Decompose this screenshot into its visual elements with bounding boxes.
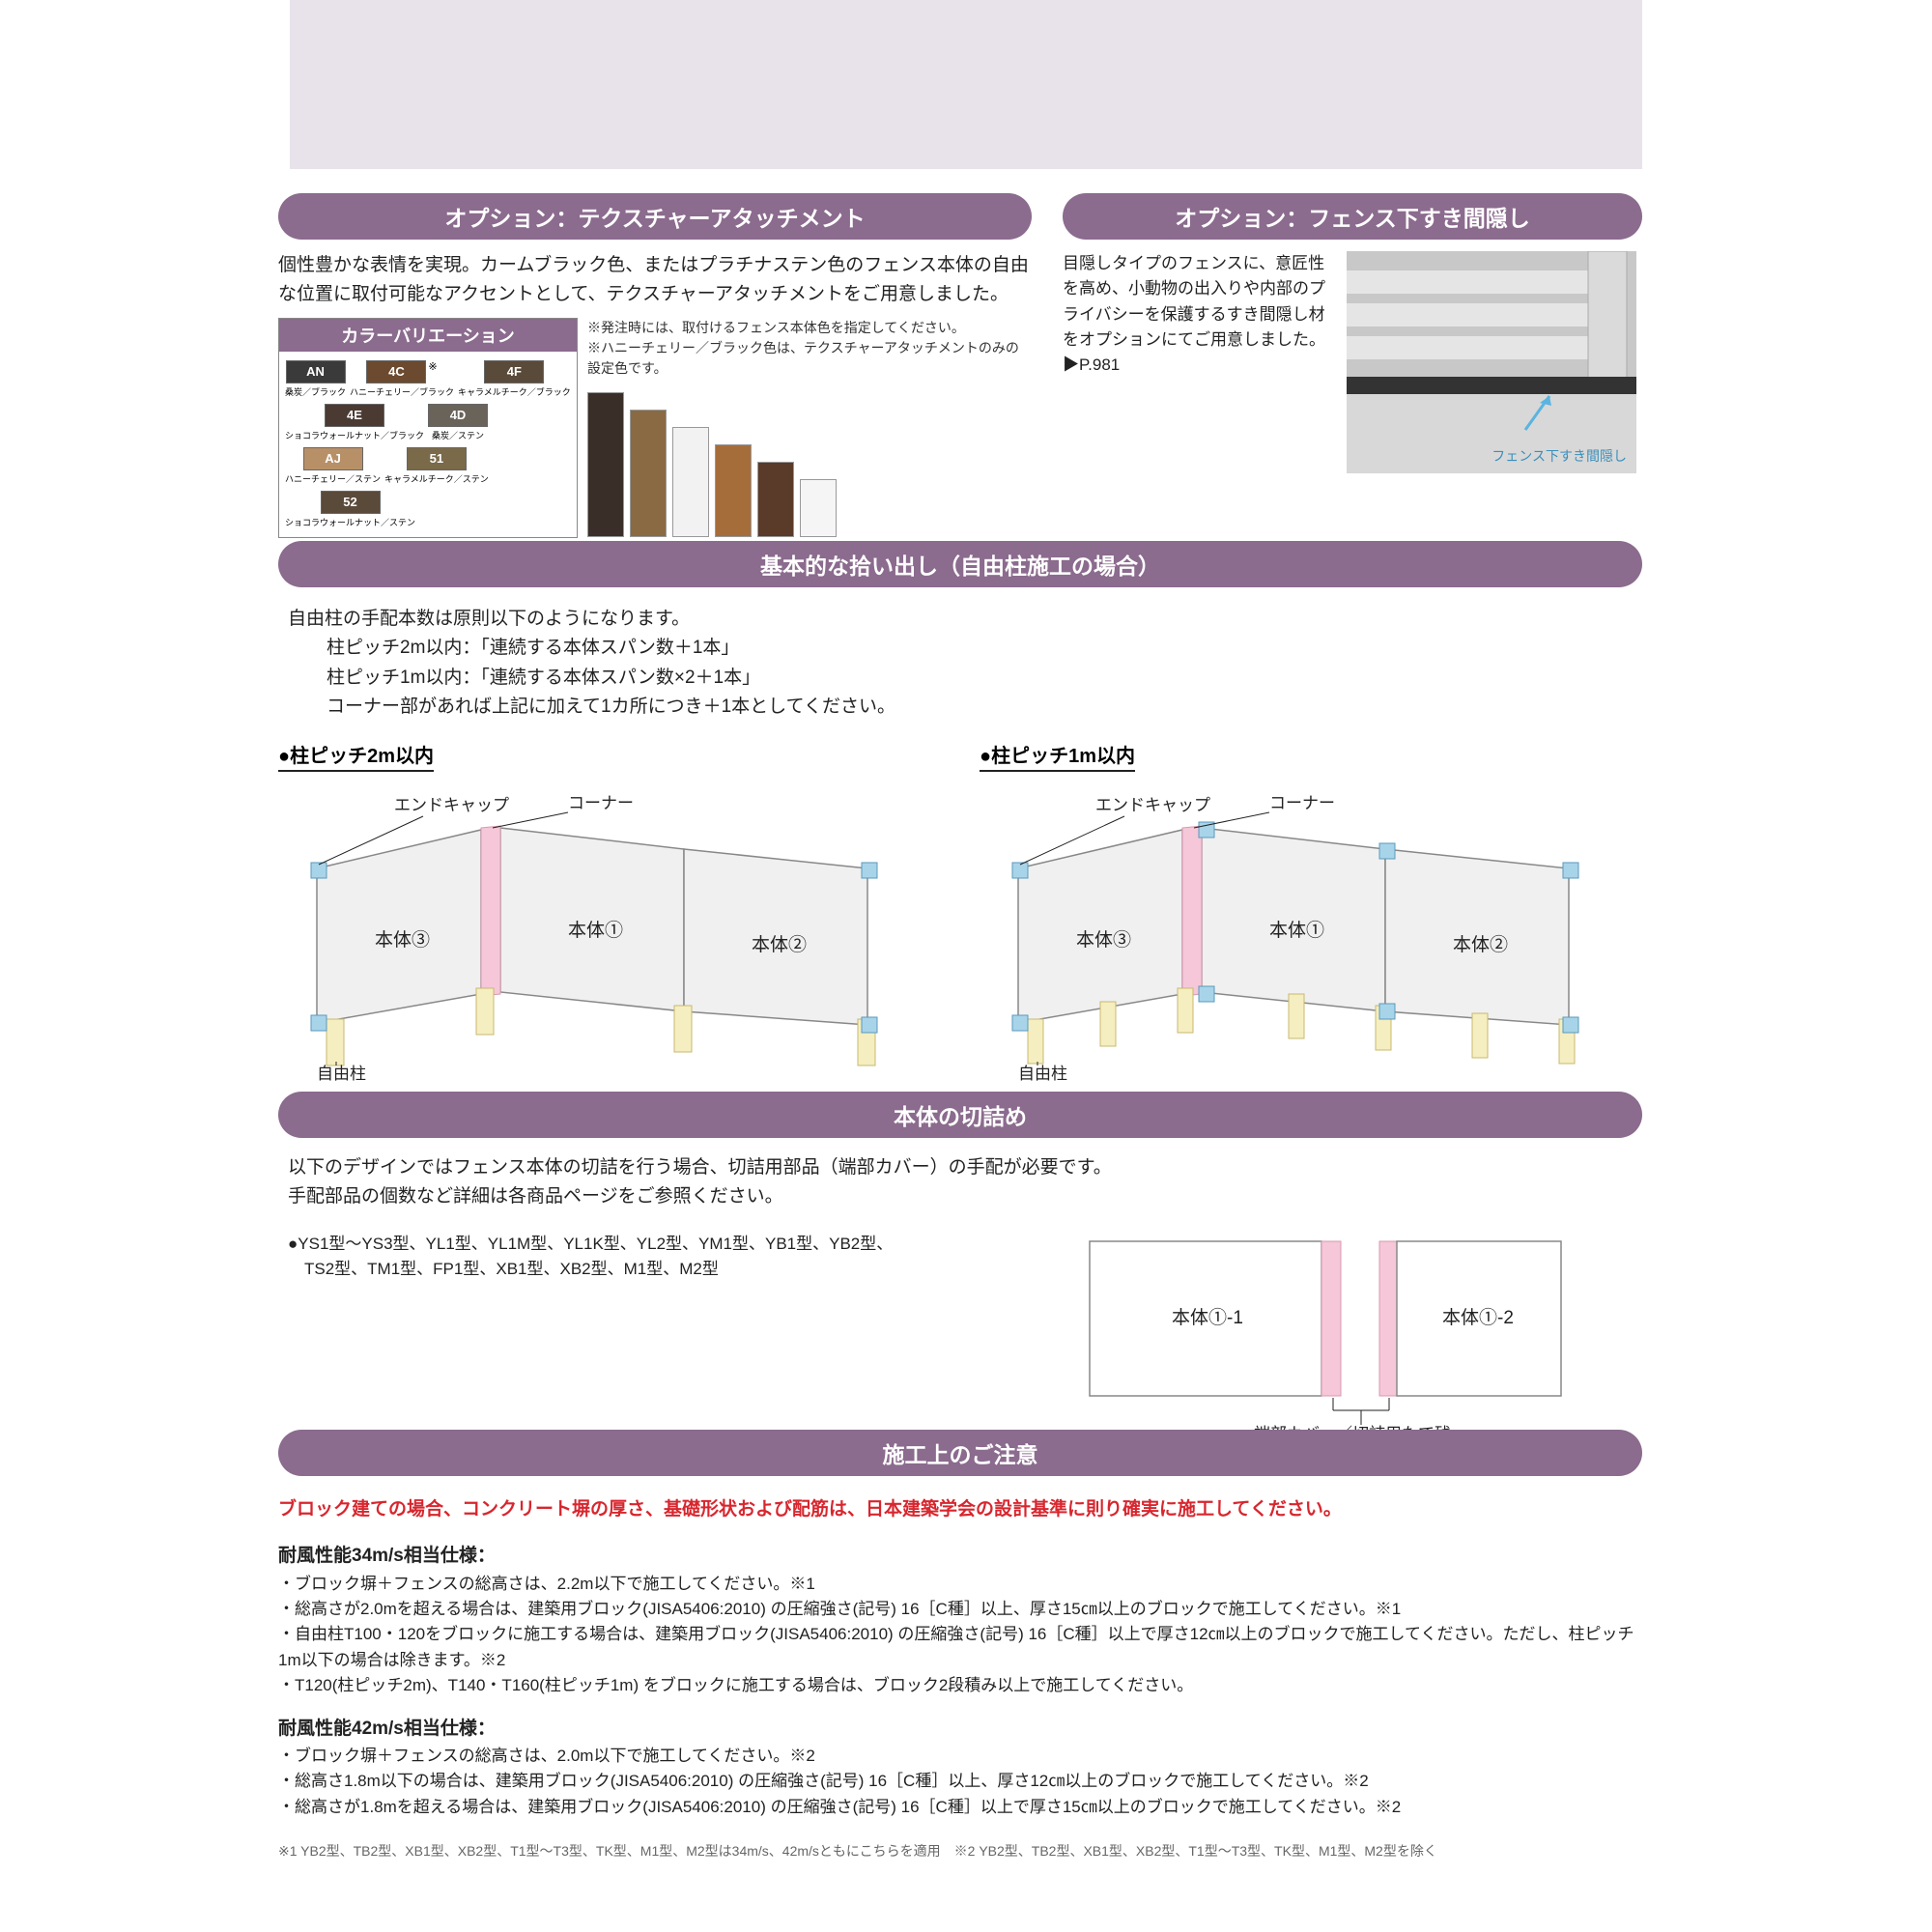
svg-text:コーナー: コーナー (568, 794, 634, 812)
swatch-51: 51キャラメルチーク／ステン (384, 447, 489, 485)
swatch-AJ: AJハニーチェリー／ステン (285, 447, 381, 485)
caution-line: ・総高さ1.8m以下の場合は、建築用ブロック(JISA5406:2010) の圧… (278, 1769, 1642, 1794)
wood-sample (757, 462, 794, 537)
svg-text:自由柱: 自由柱 (1018, 1065, 1067, 1081)
svg-text:コーナー: コーナー (1269, 794, 1335, 812)
swatch-4D: 4D桑炭／ステン (428, 404, 488, 441)
basic-p1: 自由柱の手配本数は原則以下のようになります。 (288, 605, 1642, 634)
cut-models: ●YS1型～YS3型、YL1型、YL1M型、YL1K型、YL2型、YM1型、YB… (288, 1232, 1061, 1444)
option1-intro: 個性豊かな表情を実現。カームブラック色、またはプラチナステン色のフェンス本体の自… (278, 251, 1032, 310)
wood-sample (672, 427, 709, 537)
basic-p2: 柱ピッチ2m以内：「連続する本体スパン数＋1本」 (288, 634, 1642, 663)
svg-text:本体②: 本体② (752, 934, 807, 955)
swatch-grid: AN桑炭／ブラック4C※ハニーチェリー／ブラック4Fキャラメルチーク／ブラック 4… (279, 352, 577, 537)
caution-red-warning: ブロック建ての場合、コンクリート塀の厚さ、基礎形状および配筋は、日本建築学会の設… (278, 1495, 1642, 1524)
wood-sample (587, 392, 624, 537)
caution-h42: 耐風性能42m/s相当仕様： (278, 1715, 1642, 1744)
cut-p1: 以下のデザインではフェンス本体の切詰を行う場合、切詰用部品（端部カバー）の手配が… (288, 1153, 1642, 1182)
gap-illustration: フェンス下すき間隠し (1347, 251, 1636, 473)
caution-line: ・総高さが2.0mを超える場合は、建築用ブロック(JISA5406:2010) … (278, 1597, 1642, 1622)
cut-title: 本体の切詰め (278, 1092, 1642, 1138)
svg-text:本体③: 本体③ (375, 929, 430, 951)
fence-diagram-2m: エンドキャップ コーナー本体③ 本体① 本体② 自由柱 (278, 772, 935, 1081)
option1-note1: ※発注時には、取付けるフェンス本体色を指定してください。 (587, 318, 1032, 338)
svg-text:本体①-2: 本体①-2 (1442, 1307, 1514, 1328)
swatch-AN: AN桑炭／ブラック (285, 360, 346, 398)
gap-arrow-label: フェンス下すき間隠し (1492, 446, 1627, 466)
swatch-4F: 4Fキャラメルチーク／ブラック (458, 360, 571, 398)
caution-title: 施工上のご注意 (278, 1430, 1642, 1476)
caution-line: ・ブロック塀＋フェンスの総高さは、2.0m以下で施工してください。※2 (278, 1744, 1642, 1769)
svg-text:本体①: 本体① (568, 920, 623, 941)
wood-sample (800, 479, 837, 537)
basic-p3: 柱ピッチ1m以内：「連続する本体スパン数×2＋1本」 (288, 664, 1642, 693)
diag-left-title: ●柱ピッチ2m以内 (278, 740, 434, 772)
fence-diagram-1m: エンドキャップ コーナー本体③ 本体① 本体② 自由柱 (980, 772, 1636, 1081)
svg-text:本体②: 本体② (1453, 934, 1508, 955)
caution-lines-34: ・ブロック塀＋フェンスの総高さは、2.2m以下で施工してください。※1・総高さが… (278, 1572, 1642, 1699)
wood-sample (715, 444, 752, 537)
top-banner (290, 0, 1642, 169)
color-variation-box: カラーバリエーション AN桑炭／ブラック4C※ハニーチェリー／ブラック4Fキャラ… (278, 318, 578, 538)
basic-title: 基本的な拾い出し（自由柱施工の場合） (278, 541, 1642, 587)
svg-text:自由柱: 自由柱 (317, 1065, 366, 1081)
basic-p4: コーナー部があれば上記に加えて1カ所につき＋1本としてください。 (288, 693, 1642, 722)
caution-h34: 耐風性能34m/s相当仕様： (278, 1542, 1642, 1571)
svg-text:本体③: 本体③ (1076, 929, 1131, 951)
option-texture-section: オプション：テクスチャーアタッチメント 個性豊かな表情を実現。カームブラック色、… (278, 193, 1032, 538)
svg-text:本体①-1: 本体①-1 (1172, 1307, 1243, 1328)
swatch-52: 52ショコラウォールナット／ステン (285, 491, 415, 528)
cut-diagram: 本体①-1本体①-2端部カバー／切詰用たて残 (1061, 1232, 1602, 1444)
svg-text:本体①: 本体① (1269, 920, 1324, 941)
swatch-4E: 4Eショコラウォールナット／ブラック (285, 404, 424, 441)
option1-note2: ※ハニーチェリー／ブラック色は、テクスチャーアタッチメントのみの設定色です。 (587, 338, 1032, 379)
swatch-4C: 4C※ハニーチェリー／ブラック (350, 360, 454, 398)
option2-title: オプション：フェンス下すき間隠し (1063, 193, 1642, 240)
caution-lines-42: ・ブロック塀＋フェンスの総高さは、2.0m以下で施工してください。※2・総高さ1… (278, 1744, 1642, 1820)
option-gap-section: オプション：フェンス下すき間隠し 目隠しタイプのフェンスに、意匠性を高め、小動物… (1063, 193, 1642, 473)
diag-right-title: ●柱ピッチ1m以内 (980, 740, 1135, 772)
cut-p2: 手配部品の個数など詳細は各商品ページをご参照ください。 (288, 1182, 1642, 1211)
caution-footnote: ※1 YB2型、TB2型、XB1型、XB2型、T1型～T3型、TK型、M1型、M… (278, 1841, 1642, 1861)
caution-line: ・自由柱T100・120をブロックに施工する場合は、建築用ブロック(JISA54… (278, 1622, 1642, 1673)
caution-line: ・T120(柱ピッチ2m)、T140・T160(柱ピッチ1m) をブロックに施工… (278, 1673, 1642, 1698)
diagram-1m: ●柱ピッチ1m以内 エンドキャップ コーナー本体③ 本体① 本体② 自由柱 (980, 740, 1642, 1086)
wood-sample (630, 410, 667, 537)
option1-title: オプション：テクスチャーアタッチメント (278, 193, 1032, 240)
basic-section: 基本的な拾い出し（自由柱施工の場合） 自由柱の手配本数は原則以下のようになります… (278, 541, 1642, 1086)
svg-text:エンドキャップ: エンドキャップ (394, 796, 509, 814)
svg-text:エンドキャップ: エンドキャップ (1095, 796, 1210, 814)
caution-section: 施工上のご注意 ブロック建ての場合、コンクリート塀の厚さ、基礎形状および配筋は、… (278, 1430, 1642, 1861)
color-variation-header: カラーバリエーション (279, 319, 577, 352)
caution-line: ・総高さが1.8mを超える場合は、建築用ブロック(JISA5406:2010) … (278, 1795, 1642, 1820)
diagram-2m: ●柱ピッチ2m以内 エンドキャップ コーナー本体③ 本体① 本体② 自由柱 (278, 740, 941, 1086)
wood-samples (587, 392, 1032, 537)
option2-intro: 目隠しタイプのフェンスに、意匠性を高め、小動物の出入りや内部のプライバシーを保護… (1063, 251, 1333, 473)
cut-section: 本体の切詰め 以下のデザインではフェンス本体の切詰を行う場合、切詰用部品（端部カ… (278, 1092, 1642, 1444)
caution-line: ・ブロック塀＋フェンスの総高さは、2.2m以下で施工してください。※1 (278, 1572, 1642, 1597)
